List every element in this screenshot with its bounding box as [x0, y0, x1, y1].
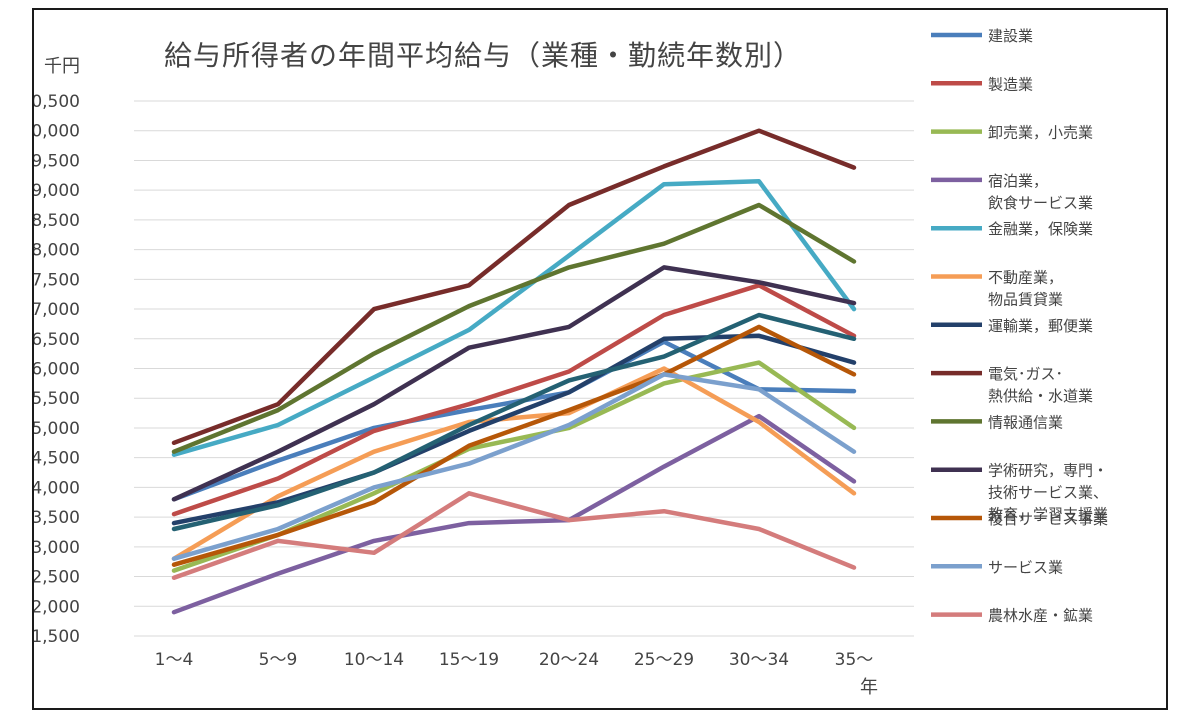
y-axis-ticks: 1,500 2,000 2,500 3,000 3,500 4,000 4,500 5,000…: [34, 92, 80, 647]
series-line: [171, 491, 857, 580]
chart-frame: 給与所得者の年間平均給与（業種・勤続年数別） 千円 年 1,500 2,000 2,…: [32, 8, 1168, 710]
y-tick-label: 7,500: [34, 270, 80, 290]
x-tick-label: 35～: [835, 650, 874, 670]
x-axis-unit: 年: [860, 677, 878, 698]
legend-label: 建設業: [988, 27, 1033, 45]
line-chart: 給与所得者の年間平均給与（業種・勤続年数別） 千円 年 1,500 2,000 2,…: [34, 27, 1108, 698]
series-lines: [171, 128, 857, 615]
y-tick-label: 2,500: [34, 568, 80, 588]
y-tick-label: 3,000: [34, 538, 80, 558]
legend-label: サービス業: [988, 558, 1063, 576]
legend-label: 農林水産・鉱業: [988, 607, 1093, 625]
y-tick-label: 6,000: [34, 360, 80, 380]
x-axis-ticks: 1～4 5～9 10～14 15～19 20～24 25～29 30～34 35～: [155, 650, 874, 670]
y-tick-label: 4,500: [34, 449, 80, 469]
x-tick-label: 15～19: [439, 650, 499, 670]
y-tick-label: 5,500: [34, 389, 80, 409]
y-tick-label: 3,500: [34, 508, 80, 528]
gridlines: [134, 100, 914, 637]
y-tick-label: 7,000: [34, 300, 80, 320]
legend-label: 不動産業，: [988, 269, 1063, 287]
series-line: [171, 179, 857, 457]
series-line: [171, 202, 857, 454]
series-line: [171, 265, 857, 502]
legend-label: 電気･ガス･: [988, 365, 1063, 383]
y-tick-label: 2,000: [34, 597, 80, 617]
legend-label: 複合サービス事業: [988, 510, 1108, 528]
series-line: [171, 324, 857, 567]
x-tick-label: 1～4: [155, 650, 194, 670]
legend-label: 物品賃貸業: [988, 291, 1063, 309]
y-tick-label: 9,000: [34, 181, 80, 201]
y-tick-label: 8,000: [34, 241, 80, 261]
y-tick-label: 8,500: [34, 211, 80, 231]
x-tick-label: 5～9: [259, 650, 298, 670]
y-tick-label: 6,500: [34, 330, 80, 350]
x-tick-label: 25～29: [634, 650, 694, 670]
series-line: [171, 128, 857, 446]
x-tick-label: 10～14: [344, 650, 404, 670]
legend-label: 飲食サービス業: [988, 194, 1093, 212]
series-line: [171, 283, 857, 517]
y-axis-unit: 千円: [44, 56, 80, 77]
series-line: [171, 413, 857, 615]
legend-label: 情報通信業: [988, 413, 1063, 431]
legend-label: 金融業，保険業: [988, 220, 1093, 238]
legend-label: 熱供給・水道業: [988, 387, 1093, 405]
legend-label: 宿泊業，: [988, 172, 1048, 190]
y-tick-label: 5,000: [34, 419, 80, 439]
y-tick-label: 4,000: [34, 478, 80, 498]
x-tick-label: 30～34: [729, 650, 789, 670]
legend-label: 製造業: [988, 75, 1033, 93]
legend-label: 技術サービス業、: [988, 484, 1108, 502]
y-tick-label: 9,500: [34, 151, 80, 171]
legend-label: 教育，学習支援業: [988, 506, 1108, 524]
series-line: [171, 372, 857, 561]
legend-label: 運輸業，郵便業: [988, 317, 1093, 335]
series-line: [171, 366, 857, 561]
y-tick-label: 1,500: [34, 627, 80, 647]
series-line: [171, 312, 857, 532]
y-tick-label: 10,500: [34, 92, 80, 112]
legend-label: 卸売業，小売業: [988, 124, 1093, 142]
legend-label: 学術研究，専門・: [988, 462, 1108, 480]
x-tick-label: 20～24: [539, 650, 599, 670]
y-tick-label: 10,000: [34, 122, 80, 142]
chart-title: 給与所得者の年間平均給与（業種・勤続年数別）: [164, 39, 802, 72]
